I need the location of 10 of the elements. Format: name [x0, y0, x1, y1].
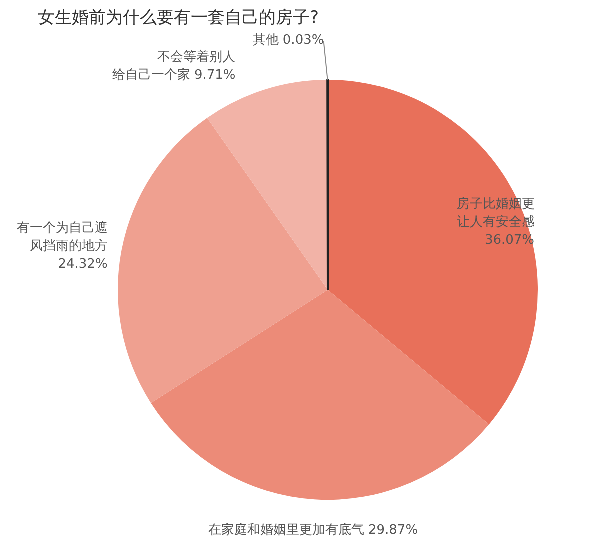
- slice-label: 有一个为自己遮风挡雨的地方: [17, 220, 108, 256]
- pie-slice: [118, 118, 328, 404]
- chart-title: 女生婚前为什么要有一套自己的房子?: [38, 7, 320, 29]
- pie-slice: [328, 80, 538, 425]
- slice-label: 不会等着别人给自己一个家 9.71%: [112, 49, 236, 86]
- data-label: 24.32%: [58, 256, 108, 274]
- pie-slice: [207, 80, 328, 290]
- slice-label: 其他 0.03%: [252, 32, 324, 50]
- slice-label: 在家庭和婚姻里更加有底气 29.87%: [208, 522, 418, 540]
- pie-slice: [151, 290, 490, 500]
